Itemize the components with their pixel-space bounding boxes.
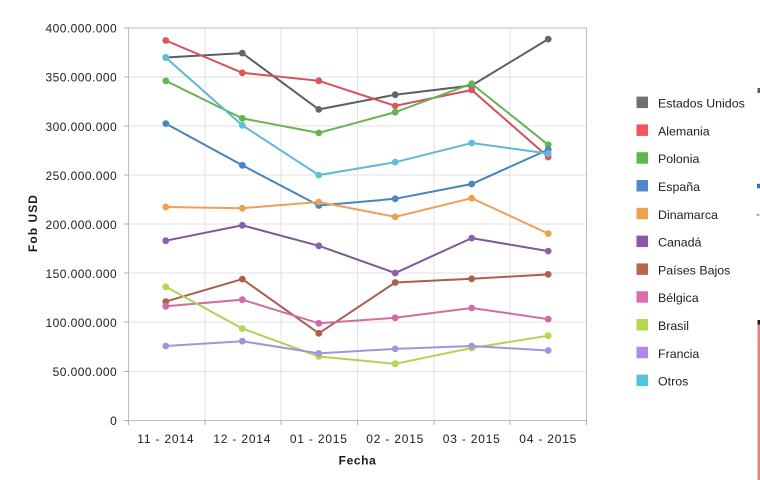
svg-text:Fob USD: Fob USD bbox=[26, 194, 40, 252]
svg-text:200.000.000: 200.000.000 bbox=[46, 218, 118, 232]
svg-text:Alemania: Alemania bbox=[658, 124, 710, 138]
svg-text:03 - 2015: 03 - 2015 bbox=[443, 432, 501, 446]
svg-text:01 - 2015: 01 - 2015 bbox=[290, 432, 348, 446]
svg-text:Dinamarca: Dinamarca bbox=[658, 208, 718, 222]
svg-text:300.000.000: 300.000.000 bbox=[46, 120, 118, 134]
svg-text:Polonia: Polonia bbox=[658, 152, 699, 166]
svg-text:Francia: Francia bbox=[658, 347, 699, 361]
svg-text:Canadá: Canadá bbox=[658, 236, 702, 250]
svg-text:150.000.000: 150.000.000 bbox=[46, 267, 118, 281]
svg-text:Fecha: Fecha bbox=[339, 454, 377, 468]
svg-text:Bélgica: Bélgica bbox=[658, 291, 699, 305]
svg-text:11 - 2014: 11 - 2014 bbox=[137, 432, 194, 446]
svg-text:Otros: Otros bbox=[658, 375, 688, 389]
svg-text:100.000.000: 100.000.000 bbox=[46, 316, 118, 330]
svg-text:España: España bbox=[658, 180, 700, 194]
svg-text:350.000.000: 350.000.000 bbox=[46, 71, 118, 85]
svg-text:Estados Unidos: Estados Unidos bbox=[658, 97, 745, 111]
svg-text:02 - 2015: 02 - 2015 bbox=[366, 432, 424, 446]
svg-text:Países Bajos: Países Bajos bbox=[658, 263, 730, 277]
svg-text:Brasil: Brasil bbox=[658, 319, 689, 333]
svg-text:50.000.000: 50.000.000 bbox=[53, 365, 118, 379]
svg-text:12 - 2014: 12 - 2014 bbox=[213, 432, 271, 446]
svg-text:400.000.000: 400.000.000 bbox=[46, 22, 118, 36]
svg-text:04 - 2015: 04 - 2015 bbox=[519, 432, 577, 446]
svg-text:0: 0 bbox=[110, 414, 117, 428]
svg-text:250.000.000: 250.000.000 bbox=[46, 169, 118, 183]
